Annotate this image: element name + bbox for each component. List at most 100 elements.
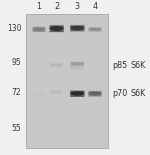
FancyBboxPatch shape	[71, 67, 84, 69]
FancyBboxPatch shape	[33, 27, 45, 32]
FancyBboxPatch shape	[33, 28, 45, 32]
FancyBboxPatch shape	[33, 27, 45, 32]
FancyBboxPatch shape	[70, 26, 84, 31]
FancyBboxPatch shape	[89, 27, 101, 31]
FancyBboxPatch shape	[89, 27, 101, 31]
FancyBboxPatch shape	[70, 27, 84, 30]
FancyBboxPatch shape	[88, 92, 101, 96]
FancyBboxPatch shape	[88, 91, 101, 96]
FancyBboxPatch shape	[51, 91, 63, 94]
FancyBboxPatch shape	[71, 62, 84, 66]
FancyBboxPatch shape	[33, 28, 45, 31]
Text: p70: p70	[113, 89, 128, 98]
FancyBboxPatch shape	[51, 91, 63, 93]
FancyBboxPatch shape	[70, 90, 84, 97]
FancyBboxPatch shape	[89, 28, 101, 31]
FancyBboxPatch shape	[50, 27, 64, 31]
FancyBboxPatch shape	[70, 27, 84, 30]
FancyBboxPatch shape	[88, 91, 101, 96]
FancyBboxPatch shape	[33, 93, 45, 95]
FancyBboxPatch shape	[70, 92, 84, 96]
FancyBboxPatch shape	[50, 28, 64, 31]
FancyBboxPatch shape	[71, 62, 84, 66]
FancyBboxPatch shape	[88, 93, 101, 96]
FancyBboxPatch shape	[50, 26, 64, 32]
FancyBboxPatch shape	[70, 92, 84, 96]
FancyBboxPatch shape	[33, 93, 45, 95]
FancyBboxPatch shape	[71, 62, 84, 66]
Ellipse shape	[89, 28, 101, 31]
FancyBboxPatch shape	[70, 92, 84, 96]
FancyBboxPatch shape	[50, 27, 64, 31]
FancyBboxPatch shape	[88, 91, 101, 96]
FancyBboxPatch shape	[50, 63, 63, 67]
FancyBboxPatch shape	[33, 27, 45, 32]
FancyBboxPatch shape	[50, 26, 64, 32]
FancyBboxPatch shape	[71, 67, 84, 69]
FancyBboxPatch shape	[33, 28, 45, 31]
Ellipse shape	[71, 62, 84, 65]
FancyBboxPatch shape	[50, 63, 63, 67]
FancyBboxPatch shape	[50, 63, 63, 67]
FancyBboxPatch shape	[70, 93, 84, 96]
FancyBboxPatch shape	[33, 93, 45, 95]
FancyBboxPatch shape	[70, 26, 84, 31]
FancyBboxPatch shape	[50, 28, 64, 31]
FancyBboxPatch shape	[50, 64, 63, 67]
FancyBboxPatch shape	[70, 25, 84, 31]
FancyBboxPatch shape	[71, 63, 84, 66]
FancyBboxPatch shape	[89, 28, 101, 31]
FancyBboxPatch shape	[33, 27, 45, 32]
Ellipse shape	[51, 91, 63, 93]
FancyBboxPatch shape	[70, 27, 84, 31]
Ellipse shape	[33, 27, 45, 31]
FancyBboxPatch shape	[50, 64, 63, 66]
Ellipse shape	[71, 67, 84, 69]
FancyBboxPatch shape	[50, 26, 64, 32]
FancyBboxPatch shape	[70, 91, 84, 97]
FancyBboxPatch shape	[70, 26, 84, 31]
FancyBboxPatch shape	[50, 25, 64, 32]
FancyBboxPatch shape	[51, 91, 63, 93]
FancyBboxPatch shape	[33, 28, 45, 32]
FancyBboxPatch shape	[70, 25, 84, 31]
Text: S6K: S6K	[130, 89, 146, 98]
Text: 1: 1	[36, 2, 42, 11]
FancyBboxPatch shape	[70, 27, 84, 30]
FancyBboxPatch shape	[70, 92, 84, 96]
FancyBboxPatch shape	[88, 93, 101, 96]
FancyBboxPatch shape	[70, 91, 84, 97]
FancyBboxPatch shape	[51, 91, 63, 93]
Bar	[26, 14, 108, 148]
FancyBboxPatch shape	[51, 91, 63, 94]
FancyBboxPatch shape	[70, 91, 84, 97]
FancyBboxPatch shape	[71, 63, 84, 66]
FancyBboxPatch shape	[71, 62, 84, 66]
FancyBboxPatch shape	[33, 93, 45, 95]
FancyBboxPatch shape	[70, 91, 84, 97]
FancyBboxPatch shape	[71, 67, 84, 70]
FancyBboxPatch shape	[70, 26, 84, 31]
FancyBboxPatch shape	[71, 67, 84, 69]
Text: 130: 130	[7, 24, 21, 33]
FancyBboxPatch shape	[50, 26, 64, 32]
FancyBboxPatch shape	[89, 28, 101, 31]
FancyBboxPatch shape	[50, 25, 64, 32]
Text: 55: 55	[12, 124, 21, 133]
FancyBboxPatch shape	[88, 91, 101, 96]
Text: 95: 95	[12, 58, 21, 66]
FancyBboxPatch shape	[33, 28, 45, 31]
FancyBboxPatch shape	[89, 28, 101, 31]
FancyBboxPatch shape	[71, 62, 84, 66]
FancyBboxPatch shape	[70, 92, 84, 96]
FancyBboxPatch shape	[71, 67, 84, 70]
FancyBboxPatch shape	[50, 27, 64, 31]
FancyBboxPatch shape	[89, 29, 101, 31]
FancyBboxPatch shape	[71, 67, 84, 69]
Text: 4: 4	[92, 2, 98, 11]
FancyBboxPatch shape	[88, 92, 101, 96]
FancyBboxPatch shape	[88, 91, 101, 97]
Text: 3: 3	[75, 2, 80, 11]
FancyBboxPatch shape	[89, 28, 101, 31]
FancyBboxPatch shape	[51, 91, 63, 93]
